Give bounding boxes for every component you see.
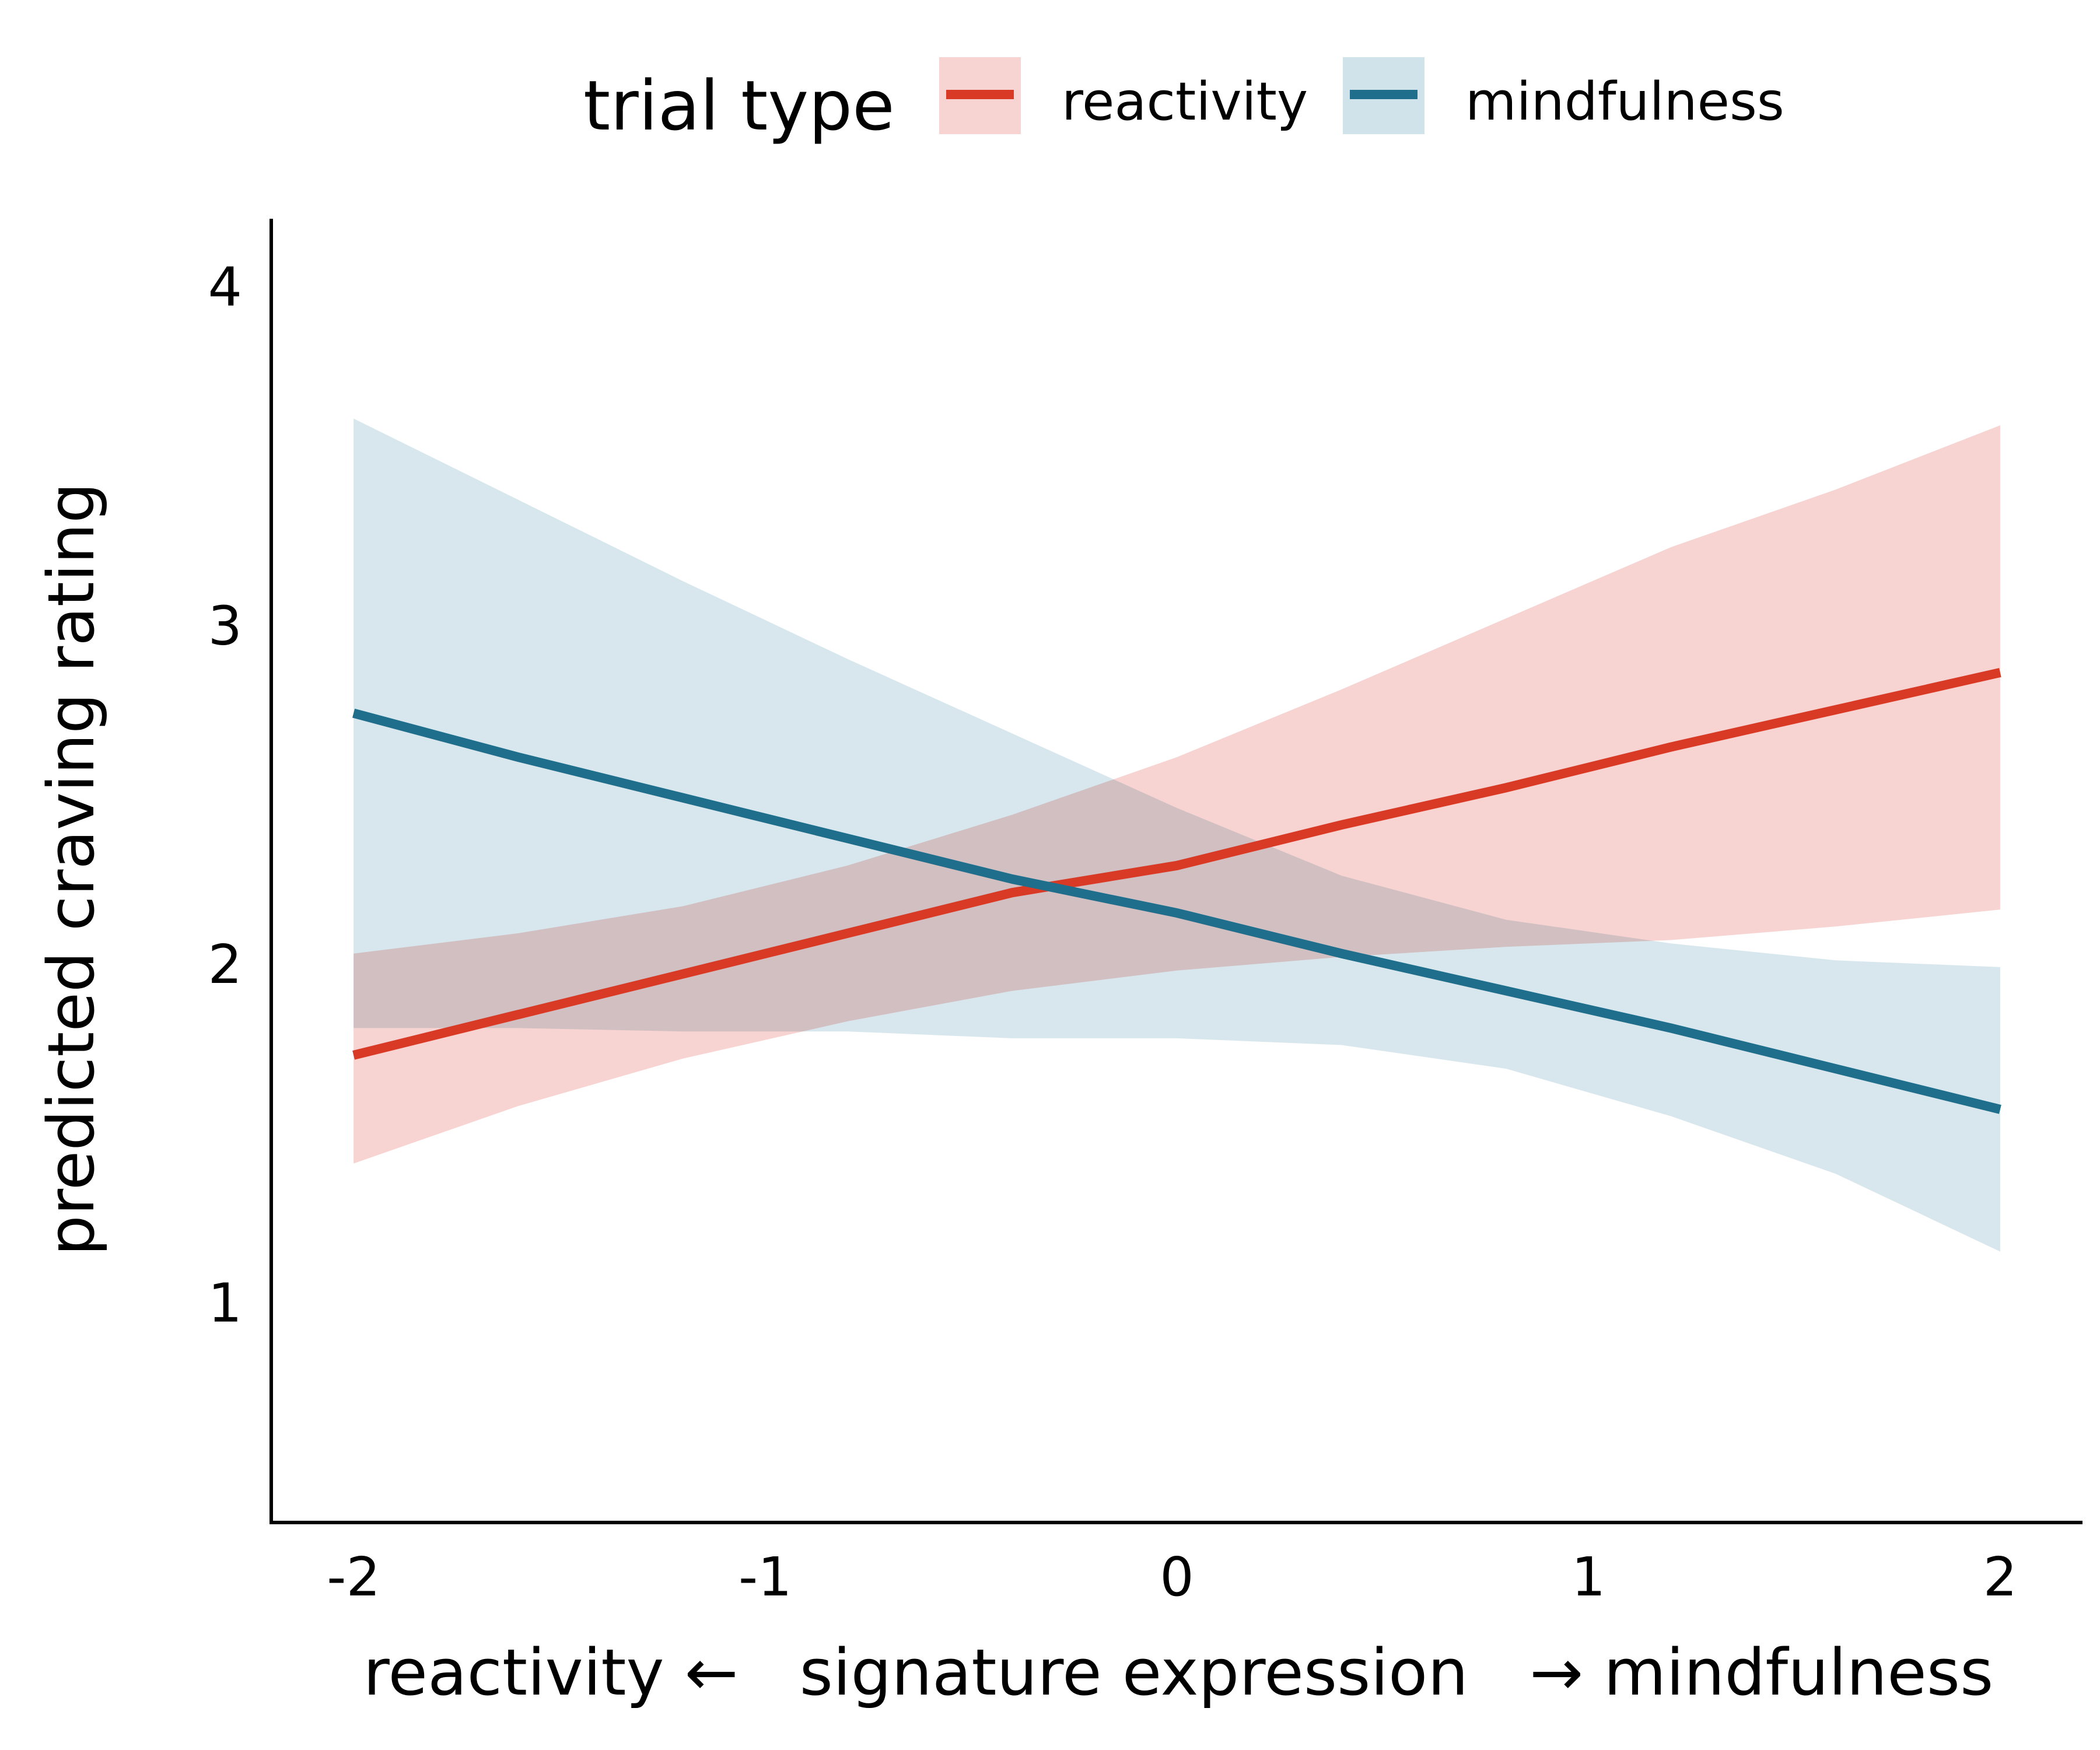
x-tick-label: 1 [1572,1546,1606,1608]
y-tick-label: 3 [208,595,242,657]
legend-label-mindfulness: mindfulness [1465,71,1784,132]
x-tick-label: -2 [327,1546,380,1608]
x-tick-label: 0 [1160,1546,1194,1608]
legend: trial type reactivity mindfulness [583,57,1784,146]
confidence-bands [354,418,2000,1252]
y-tick-label: 4 [208,256,242,318]
x-tick-label: 2 [1983,1546,2018,1608]
axes [270,219,2082,1524]
confidence-band-mindfulness [354,418,2000,1252]
legend-title: trial type [583,65,895,146]
x-tick-label: -1 [738,1546,792,1608]
x-tick-labels: -2 -1 0 1 2 [327,1546,2017,1608]
y-tick-label: 1 [208,1272,242,1335]
series-line-reactivity [352,668,2001,1060]
series-lines [352,668,2001,1114]
x-axis-label: reactivity ← signature expression → mind… [363,1635,1994,1710]
y-tick-labels: 1 2 3 4 [208,256,242,1335]
y-axis-label: predicted craving rating [34,482,108,1256]
y-tick-label: 2 [208,933,242,996]
series-line-mindfulness [352,708,2001,1114]
legend-label-reactivity: reactivity [1062,71,1308,132]
